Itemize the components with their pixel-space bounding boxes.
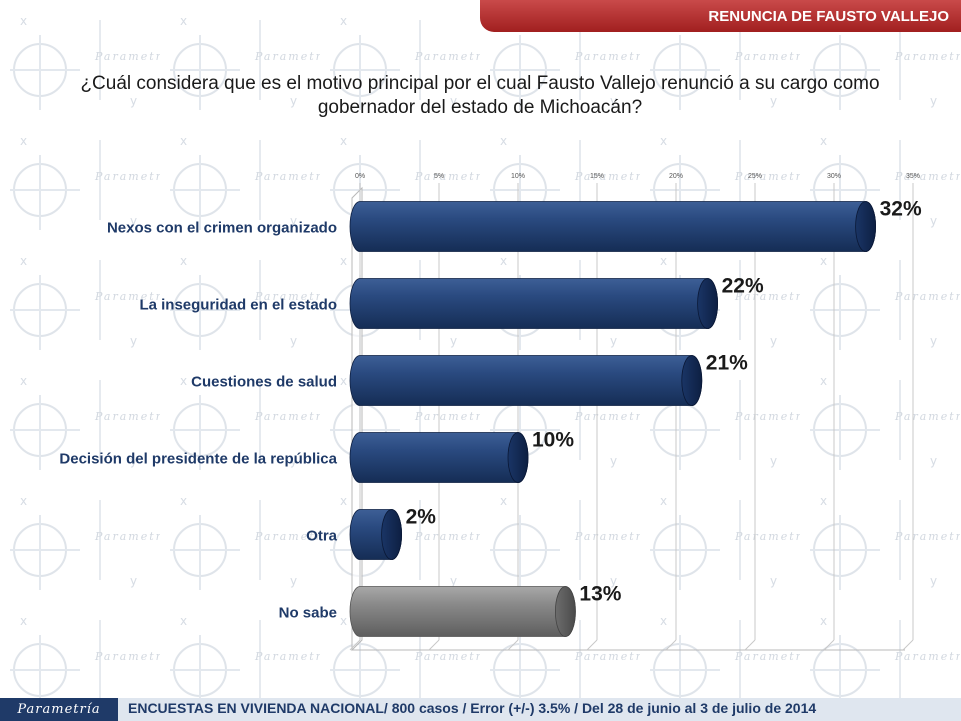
- header-title: RENUNCIA DE FAUSTO VALLEJO: [708, 7, 949, 25]
- bar: [349, 278, 718, 329]
- x-tick-label: 20%: [669, 173, 683, 180]
- bar-end-cap: [697, 278, 718, 329]
- header-banner: RENUNCIA DE FAUSTO VALLEJO: [480, 0, 961, 32]
- gridline-floor: [902, 639, 914, 651]
- x-tick-label: 5%: [434, 173, 444, 180]
- category-label: Otra: [306, 528, 338, 545]
- value-label: 22%: [722, 275, 764, 298]
- value-label: 10%: [532, 429, 574, 452]
- bar: [349, 586, 576, 637]
- bar-end-cap: [555, 586, 576, 637]
- x-tick-label: 25%: [748, 173, 762, 180]
- x-tick-label: 35%: [906, 173, 920, 180]
- category-label: Nexos con el crimen organizado: [107, 220, 337, 237]
- bar: [349, 432, 529, 483]
- x-tick-label: 30%: [827, 173, 841, 180]
- gridline-floor: [586, 639, 598, 651]
- bar: [349, 355, 703, 406]
- value-label: 2%: [406, 506, 437, 529]
- parametria-logo: Parametría: [0, 698, 118, 721]
- bar-end-cap: [507, 432, 529, 483]
- category-label: Cuestiones de salud: [191, 374, 337, 391]
- survey-question: ¿Cuál considera que es el motivo princip…: [80, 73, 880, 118]
- bar: [349, 201, 876, 252]
- value-label: 21%: [706, 352, 748, 375]
- gridline-floor: [744, 639, 756, 651]
- x-tick-label: 15%: [590, 173, 604, 180]
- value-label: 32%: [880, 198, 922, 221]
- x-tick-label: 10%: [511, 173, 525, 180]
- category-label: La inseguridad en el estado: [139, 297, 337, 314]
- x-tick-label: 0%: [355, 173, 365, 180]
- bar-end-cap: [381, 509, 403, 560]
- gridline-floor: [428, 639, 440, 651]
- footer-note: ENCUESTAS EN VIVIENDA NACIONAL/ 800 caso…: [128, 700, 817, 716]
- gridline-floor: [349, 639, 361, 651]
- bar-end-cap: [681, 355, 703, 406]
- footer-band: [0, 698, 961, 721]
- value-label: 13%: [579, 583, 621, 606]
- gridline-floor: [507, 639, 519, 651]
- gridline-floor: [665, 639, 677, 651]
- category-label: Decisión del presidente de la república: [59, 451, 337, 468]
- gridline-floor: [823, 639, 835, 651]
- bar-end-cap: [855, 201, 876, 252]
- category-label: No sabe: [279, 605, 337, 622]
- bar-chart: 0% 5% 10% 15% 20% 25% 30% 35% Nexos con el crim…: [59, 173, 922, 652]
